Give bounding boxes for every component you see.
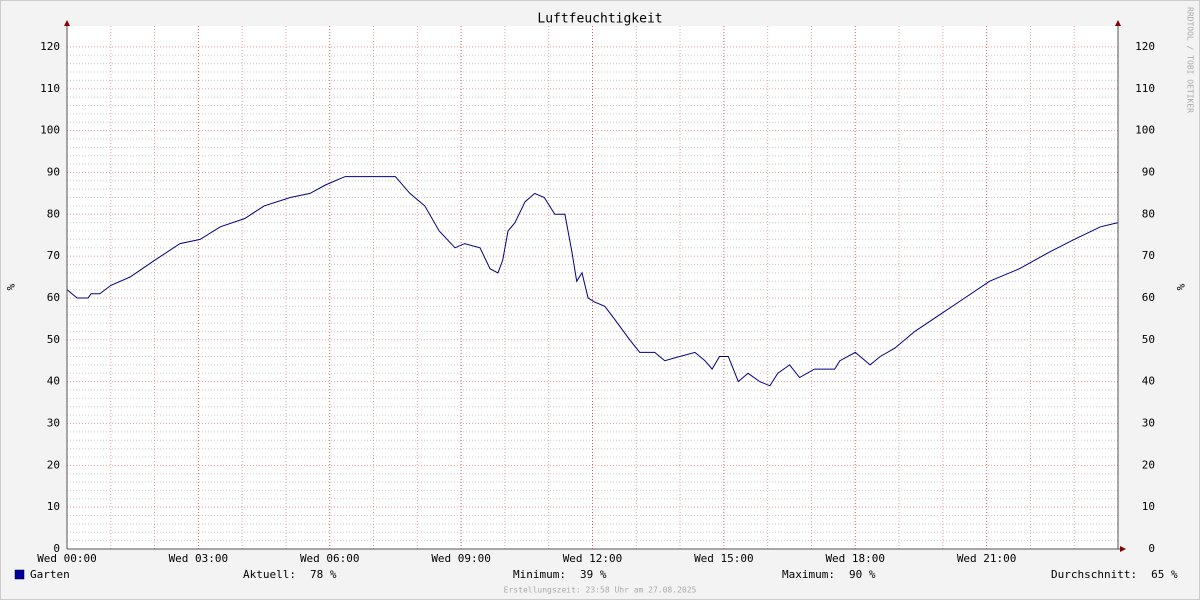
x-tick-label: Wed 03:00 bbox=[169, 552, 229, 565]
x-tick-label: Wed 00:00 bbox=[37, 552, 97, 565]
y-tick-label: 110 bbox=[40, 82, 60, 95]
data-line bbox=[66, 176, 1119, 387]
y2-tick-label: 90 bbox=[1142, 165, 1155, 178]
legend-stat-value: 39 % bbox=[580, 568, 607, 581]
y2-tick-label: 100 bbox=[1135, 124, 1155, 137]
arrow bbox=[1115, 20, 1121, 26]
y2-tick-label: 120 bbox=[1135, 40, 1155, 53]
y-tick-label: 50 bbox=[47, 333, 60, 346]
y-tick-label: 10 bbox=[47, 500, 60, 513]
y2-tick-label: 110 bbox=[1135, 82, 1155, 95]
legend-stat-label: Durchschnitt: bbox=[1051, 568, 1137, 581]
arrow bbox=[1120, 546, 1126, 552]
y-tick-label: 100 bbox=[40, 124, 60, 137]
legend-swatch bbox=[14, 569, 25, 580]
x-tick-label: Wed 09:00 bbox=[431, 552, 491, 565]
y2-tick-label: 30 bbox=[1142, 416, 1155, 429]
legend-stat-value: 90 % bbox=[849, 568, 876, 581]
y-tick-label: 120 bbox=[40, 40, 60, 53]
y-tick-label: 60 bbox=[47, 291, 60, 304]
y2-tick-label: 70 bbox=[1142, 249, 1155, 262]
legend-stat-value: 65 % bbox=[1151, 568, 1178, 581]
y2-tick-label: 10 bbox=[1142, 500, 1155, 513]
footer: Erstellungszeit: 23:58 Uhr am 27.08.2025 bbox=[504, 586, 697, 595]
legend-stat-label: Maximum: bbox=[782, 568, 835, 581]
legend-label: Garten bbox=[30, 568, 70, 581]
legend-stat-value: 78 % bbox=[310, 568, 337, 581]
x-tick-label: Wed 21:00 bbox=[957, 552, 1017, 565]
x-tick-label: Wed 12:00 bbox=[563, 552, 623, 565]
y2-tick-label: 20 bbox=[1142, 458, 1155, 471]
y2-tick-label: 80 bbox=[1142, 207, 1155, 220]
x-tick-label: Wed 18:00 bbox=[825, 552, 885, 565]
y2-axis-label: % bbox=[1174, 284, 1187, 291]
legend-stat-label: Aktuell: bbox=[243, 568, 296, 581]
chart-title: Luftfeuchtigkeit bbox=[537, 12, 662, 27]
y-tick-label: 20 bbox=[47, 458, 60, 471]
y-tick-label: 0 bbox=[53, 542, 60, 555]
y2-tick-label: 60 bbox=[1142, 291, 1155, 304]
x-tick-label: Wed 06:00 bbox=[300, 552, 360, 565]
y-tick-label: 80 bbox=[47, 207, 60, 220]
y2-tick-label: 0 bbox=[1148, 542, 1155, 555]
y2-tick-label: 40 bbox=[1142, 375, 1155, 388]
watermark: RRDTOOL / TOBI OETIKER bbox=[1186, 7, 1195, 113]
grid bbox=[66, 26, 1118, 550]
x-tick-label: Wed 15:00 bbox=[694, 552, 754, 565]
y-tick-label: 40 bbox=[47, 375, 60, 388]
y-tick-label: 30 bbox=[47, 416, 60, 429]
y-axis-label: % bbox=[4, 284, 17, 291]
y-tick-label: 90 bbox=[47, 165, 60, 178]
arrow bbox=[64, 20, 70, 26]
y2-tick-label: 50 bbox=[1142, 333, 1155, 346]
y-tick-label: 70 bbox=[47, 249, 60, 262]
marks bbox=[66, 176, 1119, 387]
legend-stat-label: Minimum: bbox=[513, 568, 566, 581]
